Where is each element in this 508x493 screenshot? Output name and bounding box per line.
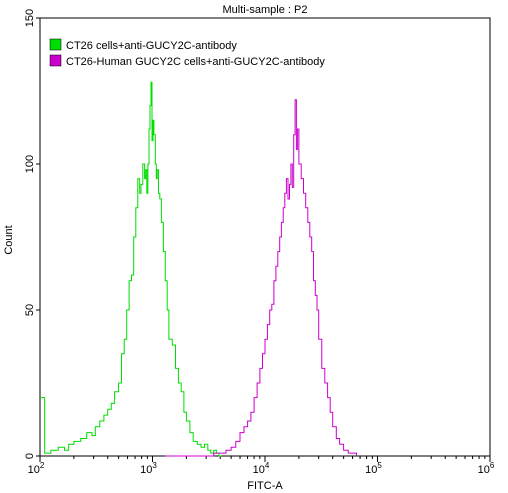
legend-label-ct26: CT26 cells+anti-GUCY2C-antibody <box>66 40 237 52</box>
x-tick-label: 104 <box>253 461 270 476</box>
x-axis-ticks: 102 103 104 105 106 <box>28 456 495 476</box>
x-tick-label: 103 <box>140 461 157 476</box>
plot-frame <box>39 17 491 457</box>
legend-swatch-ct26-human <box>49 54 62 67</box>
series-line-1 <box>165 99 357 457</box>
y-axis-title: Count <box>3 225 15 254</box>
y-tick-label: 0 <box>24 453 36 459</box>
legend: CT26 cells+anti-GUCY2C-antibody CT26-Hum… <box>49 38 325 68</box>
series-line-0 <box>40 81 222 457</box>
x-tick-label: 105 <box>365 461 382 476</box>
y-tick-label: 50 <box>24 304 36 316</box>
legend-swatch-ct26 <box>49 38 62 51</box>
series-layer <box>40 81 357 457</box>
y-axis-ticks: 0 50 100 150 <box>24 9 40 459</box>
y-tick-label: 150 <box>24 9 36 27</box>
y-tick-label: 100 <box>24 155 36 173</box>
x-tick-label: 106 <box>478 461 495 476</box>
x-axis-title: FITC-A <box>247 480 283 492</box>
legend-label-ct26-human: CT26-Human GUCY2C cells+anti-GUCY2C-anti… <box>66 56 325 68</box>
x-tick-label: 102 <box>28 461 45 476</box>
chart-title: Multi-sample : P2 <box>223 4 308 16</box>
